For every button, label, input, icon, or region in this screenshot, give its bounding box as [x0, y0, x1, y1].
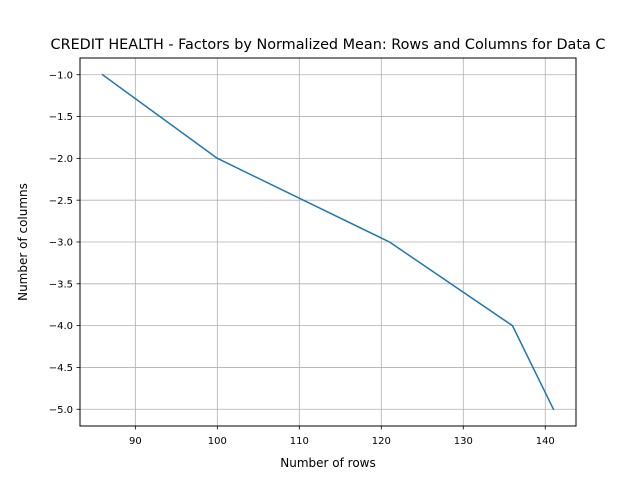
y-tick-label: −4.5	[49, 363, 73, 374]
y-tick-label: −3.0	[49, 238, 73, 249]
grid-layer	[80, 58, 576, 426]
x-tick-label: 140	[536, 436, 555, 447]
y-tick-label: −2.0	[49, 154, 73, 165]
series-line	[101, 73, 555, 411]
x-tick-label: 130	[454, 436, 473, 447]
x-tick-label: 110	[290, 436, 309, 447]
series-layer	[101, 73, 555, 411]
x-axis-label: Number of rows	[280, 456, 375, 470]
x-tick-label: 90	[129, 436, 142, 447]
chart-title: CREDIT HEALTH - Factors by Normalized Me…	[51, 37, 606, 53]
x-tick-label: 120	[372, 436, 391, 447]
x-tick-label: 100	[208, 436, 227, 447]
y-tick-label: −2.5	[49, 196, 73, 207]
y-axis-label: Number of columns	[16, 183, 30, 301]
y-tick-label: −1.5	[49, 112, 73, 123]
y-tick-label: −5.0	[49, 405, 73, 416]
y-axis: −1.0 −1.5 −2.0 −2.5 −3.0 −3.5 −4.0 −4.5 −5.0	[49, 70, 80, 416]
y-tick-label: −1.0	[49, 70, 73, 81]
x-axis: 90 100 110 120 130 140	[129, 426, 555, 447]
y-tick-label: −3.5	[49, 279, 73, 290]
y-tick-label: −4.0	[49, 321, 73, 332]
